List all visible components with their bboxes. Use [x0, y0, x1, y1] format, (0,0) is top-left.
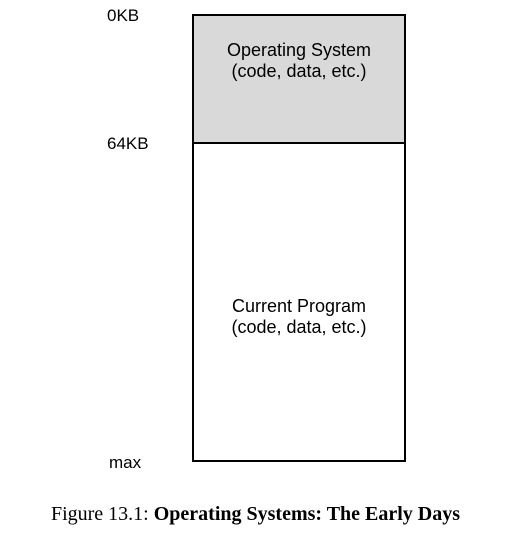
program-segment: Current Program (code, data, etc.): [194, 144, 404, 460]
caption-title: Operating Systems: The Early Days: [153, 503, 461, 525]
program-segment-subtitle: (code, data, etc.): [231, 317, 367, 337]
physical-memory-box: Operating System (code, data, etc.) Curr…: [192, 14, 406, 462]
address-label-64kb: 64KB: [107, 134, 149, 153]
caption-prefix: Figure 13.1:: [50, 503, 149, 525]
figure-caption: Figure 13.1: Operating Systems: The Earl…: [0, 502, 511, 526]
os-segment: Operating System (code, data, etc.): [194, 16, 404, 144]
os-segment-subtitle: (code, data, etc.): [231, 61, 367, 81]
program-segment-title: Current Program: [231, 296, 367, 316]
address-label-max: max: [109, 453, 142, 472]
os-segment-title: Operating System: [226, 40, 372, 60]
address-label-0kb: 0KB: [107, 6, 140, 25]
